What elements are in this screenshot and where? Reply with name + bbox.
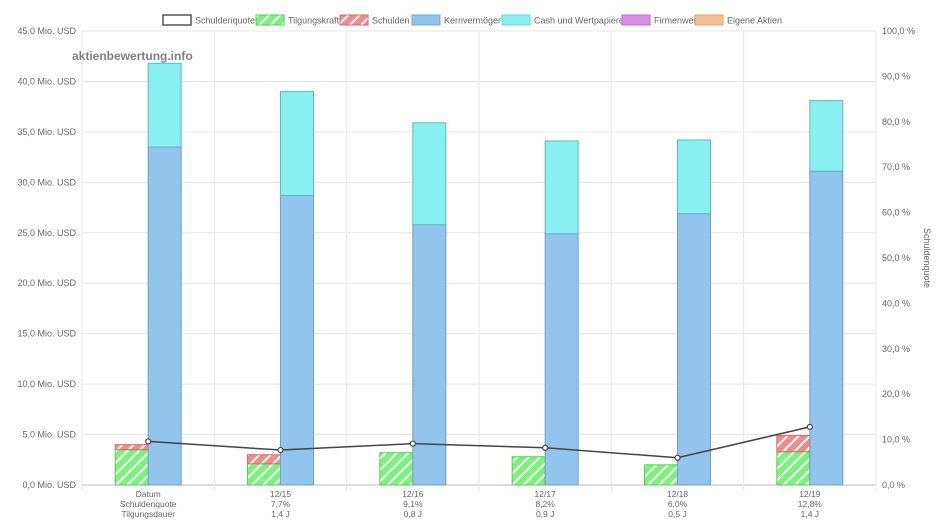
left-tick-label: 35,0 Mio. USD xyxy=(17,127,76,137)
right-tick-label: 20,0 % xyxy=(882,389,910,399)
asset-bar-cash-und-wertpapiere xyxy=(809,100,844,172)
left-tick-label: 30,0 Mio. USD xyxy=(17,177,76,187)
left-tick-label: 40,0 Mio. USD xyxy=(17,76,76,86)
right-tick-label: 10,0 % xyxy=(882,435,910,445)
asset-bar-cash-und-wertpapiere xyxy=(412,122,447,226)
asset-bar-kernverm-gen xyxy=(280,194,314,486)
asset-bar-kernverm-gen xyxy=(412,224,447,486)
legend-item[interactable]: Cash und Wertpapiere xyxy=(501,14,624,26)
schuldenquote-point xyxy=(145,438,152,445)
legend-item[interactable]: Schuldenquote xyxy=(162,14,255,26)
right-tick-label: 100,0 % xyxy=(882,26,915,36)
schuldenquote-line xyxy=(148,426,811,459)
debt-bar-tilgungskraft xyxy=(114,449,149,486)
legend-swatch xyxy=(339,14,369,26)
legend-swatch xyxy=(621,14,651,26)
schuldenquote-point xyxy=(806,423,813,430)
schuldenquote-value-label: 12,8% xyxy=(798,499,823,509)
debt-bar-schulden xyxy=(776,435,811,453)
right-tick-label: 90,0 % xyxy=(882,71,910,81)
right-tick-label: 50,0 % xyxy=(882,253,910,263)
grid-layer xyxy=(81,30,877,491)
left-tick-label: 45,0 Mio. USD xyxy=(17,26,76,36)
debt-bar-schulden xyxy=(114,444,149,451)
legend-label: Eigene Aktien xyxy=(727,16,782,26)
right-tick-label: 0,0 % xyxy=(882,480,905,490)
legend-item[interactable]: Firmenwert xyxy=(621,14,700,26)
asset-bar-kernverm-gen xyxy=(147,146,182,486)
row-header-label: Tilgungsdauer xyxy=(121,509,175,519)
legend[interactable]: Schuldenquote Tilgungskraft Schulden Kernve… xyxy=(162,14,782,26)
asset-bar-kernverm-gen xyxy=(677,213,711,486)
right-tick-label: 30,0 % xyxy=(882,344,910,354)
schuldenquote-value-label: 6,0% xyxy=(668,499,688,509)
tilgungsdauer-value-label: 0,8 J xyxy=(404,509,422,519)
left-tick-label: 25,0 Mio. USD xyxy=(17,228,76,238)
legend-swatch xyxy=(162,14,192,26)
debt-bar-tilgungskraft xyxy=(379,452,414,486)
row-header-label: Datum xyxy=(136,489,161,499)
right-tick-label: 70,0 % xyxy=(882,162,910,172)
asset-bar-cash-und-wertpapiere xyxy=(677,139,711,215)
legend-swatch xyxy=(255,14,285,26)
legend-item[interactable]: Eigene Aktien xyxy=(694,14,782,26)
category-label: 12/17 xyxy=(535,489,557,499)
watermark-text: aktienbewertung.info xyxy=(72,49,193,63)
category-label: 12/19 xyxy=(799,489,821,499)
left-tick-label: 5,0 Mio. USD xyxy=(22,430,76,440)
legend-swatch xyxy=(411,14,441,26)
tilgungsdauer-value-label: 1,4 J xyxy=(801,509,819,519)
asset-bar-kernverm-gen xyxy=(544,233,579,486)
left-tick-label: 0,0 Mio. USD xyxy=(22,480,76,490)
legend-item[interactable]: Schulden xyxy=(339,14,410,26)
legend-label: Kernvermögen xyxy=(444,16,503,26)
legend-item[interactable]: Tilgungskraft xyxy=(255,14,340,26)
asset-bar-cash-und-wertpapiere xyxy=(544,140,579,235)
schuldenquote-value-label: 9,1% xyxy=(403,499,423,509)
legend-label: Schuldenquote xyxy=(195,16,255,26)
schuldenquote-value-label: 7,7% xyxy=(271,499,291,509)
right-tick-label: 40,0 % xyxy=(882,298,910,308)
debt-bar-tilgungskraft xyxy=(776,451,811,486)
debt-bar-tilgungskraft xyxy=(247,463,281,486)
asset-bar-cash-und-wertpapiere xyxy=(280,91,314,196)
line-layer xyxy=(145,423,813,461)
legend-label: Firmenwert xyxy=(654,16,700,26)
category-label: 12/15 xyxy=(270,489,292,499)
schuldenquote-point xyxy=(542,444,549,451)
schuldenquote-value-label: 8,2% xyxy=(535,499,555,509)
schuldenquote-point xyxy=(409,440,416,447)
axis-layer: 0,0 Mio. USD 5,0 Mio. USD 10,0 Mio. USD 15,… xyxy=(17,26,915,519)
legend-label: Cash und Wertpapiere xyxy=(534,16,624,26)
tilgungsdauer-value-label: 0,5 J xyxy=(668,509,686,519)
legend-swatch xyxy=(694,14,724,26)
legend-label: Schulden xyxy=(372,16,410,26)
right-tick-label: 60,0 % xyxy=(882,208,910,218)
right-axis-label: Schuldenquote xyxy=(922,228,932,288)
legend-swatch xyxy=(501,14,531,26)
category-label: 12/18 xyxy=(667,489,689,499)
row-header-label: Schuldenquote xyxy=(120,499,177,509)
schuldenquote-point xyxy=(277,446,284,454)
debt-bar-tilgungskraft xyxy=(511,456,546,486)
legend-item[interactable]: Kernvermögen xyxy=(411,14,503,26)
category-label: 12/16 xyxy=(402,489,424,499)
left-tick-label: 10,0 Mio. USD xyxy=(17,379,76,389)
left-tick-label: 15,0 Mio. USD xyxy=(17,329,76,339)
bars-layer xyxy=(114,62,844,486)
right-tick-label: 80,0 % xyxy=(882,117,910,127)
asset-bar-cash-und-wertpapiere xyxy=(147,62,182,148)
debt-bar-schulden xyxy=(247,454,281,465)
legend-label: Tilgungskraft xyxy=(288,16,340,26)
tilgungsdauer-value-label: 0,9 J xyxy=(536,509,554,519)
debt-bar-tilgungskraft xyxy=(644,464,678,486)
asset-bar-kernverm-gen xyxy=(809,170,844,486)
tilgungsdauer-value-label: 1,4 J xyxy=(271,509,289,519)
schuldenquote-point xyxy=(674,454,681,461)
left-tick-label: 20,0 Mio. USD xyxy=(17,278,76,288)
